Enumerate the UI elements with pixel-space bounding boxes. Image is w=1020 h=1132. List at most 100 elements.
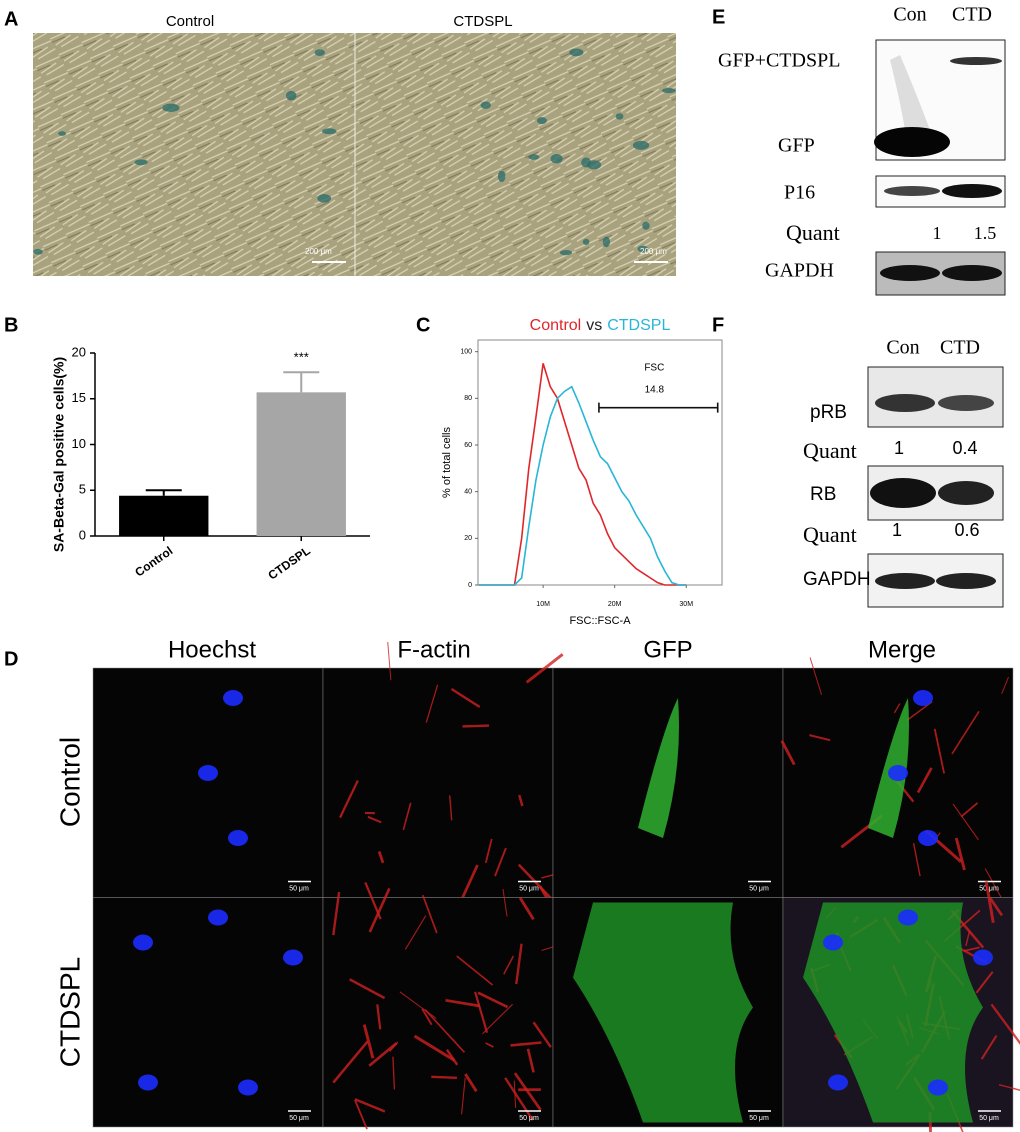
lane-label: Con [886,337,919,359]
cells [339,641,570,921]
y-tick-label: 60 [464,442,472,449]
panel-letters: A B C D E F [4,6,725,670]
scale-label: 200 μm [305,247,332,256]
column-label: Control [166,13,214,30]
gfp-cell [803,902,983,1123]
stain [602,236,611,248]
filament [517,863,555,903]
quant-value: 1.5 [974,223,997,243]
filament [532,1021,552,1048]
filament [513,1072,542,1111]
filament [502,888,508,917]
column-label: Hoechst [168,636,256,663]
x-tick-label: 30M [679,601,693,608]
blot-label: GFP [778,135,815,157]
panel-e: Con CTD GFP+CTDSPL GFP P16 Quant 1 1.5 G… [718,4,1006,296]
series-line [478,385,687,586]
filament [354,1098,386,1113]
filament [525,653,564,684]
filament [362,1024,375,1059]
micrograph [92,667,324,898]
quant-value: 0.6 [954,520,979,540]
filament [425,684,439,723]
stain [536,117,547,125]
cells [638,698,679,838]
nucleus [133,934,153,951]
stain [317,194,332,203]
nucleus [888,765,908,781]
stain [528,154,540,160]
filament [368,1042,398,1067]
blot-label: GFP+CTDSPL [718,50,840,72]
scale-label: 50 μm [979,1115,999,1122]
nucleus [918,830,938,846]
error-bar [145,489,182,496]
y-tick-label: 40 [464,489,472,496]
stain [285,90,297,101]
filament [952,803,979,841]
panel-letter: A [4,8,18,30]
blot-band [884,186,940,196]
title-part: CTDSPL [607,317,670,334]
stain [642,221,650,230]
stain [582,238,590,245]
filament [990,1003,1020,1045]
quant-value: 1 [892,520,902,540]
quant-value: 1 [933,223,942,243]
filament [893,703,901,714]
gfp-cell [638,698,679,838]
y-axis-label: SA-Beta-Gal positive cells(%) [51,357,67,552]
error-bar [283,371,320,393]
filament [392,1056,396,1090]
scale-label: 50 μm [519,1115,539,1122]
scale-label: 200 μm [640,247,667,256]
filament [354,1099,368,1130]
filament [332,1040,369,1084]
nucleus [898,909,918,926]
nucleus [198,765,218,781]
filament [376,1004,382,1030]
filament [485,1042,494,1048]
nucleus [223,690,243,706]
blot-label: P16 [784,182,815,204]
filament [477,991,509,1009]
cells [573,902,753,1123]
blot-label: RB [810,484,836,505]
filament [424,1008,466,1053]
filament [960,802,979,818]
filament [462,724,490,728]
filament [450,687,481,709]
filament [402,802,412,831]
scale-label: 50 μm [979,885,999,892]
stain [632,140,650,150]
column-label: F-actin [397,636,470,663]
filament [445,998,481,1008]
blot-band [874,127,950,157]
nucleus [208,909,228,926]
title-part: vs [586,317,602,334]
filament [364,881,382,920]
cells [198,690,248,846]
filament [916,767,933,794]
nucleus [228,830,248,846]
panel-letter: E [712,6,725,28]
filament [377,851,385,864]
quant-value: 0.4 [952,438,977,458]
stain [497,170,506,183]
micrograph [322,667,554,898]
filament [399,991,437,1019]
blot-band [936,573,996,589]
filament [504,1077,534,1121]
x-axis-label: FSC::FSC-A [569,615,631,627]
y-tick-label: 100 [460,349,472,356]
panel-d: Hoechst F-actin GFP Merge Control CTDSPL… [54,636,1020,1132]
stain [134,159,148,166]
title-part: Control [530,317,582,334]
nucleus [913,690,933,706]
filament [510,1041,542,1047]
filament [482,1003,513,1035]
blot-band [880,265,940,281]
scale-label: 50 μm [749,1115,769,1122]
filament [984,880,995,923]
